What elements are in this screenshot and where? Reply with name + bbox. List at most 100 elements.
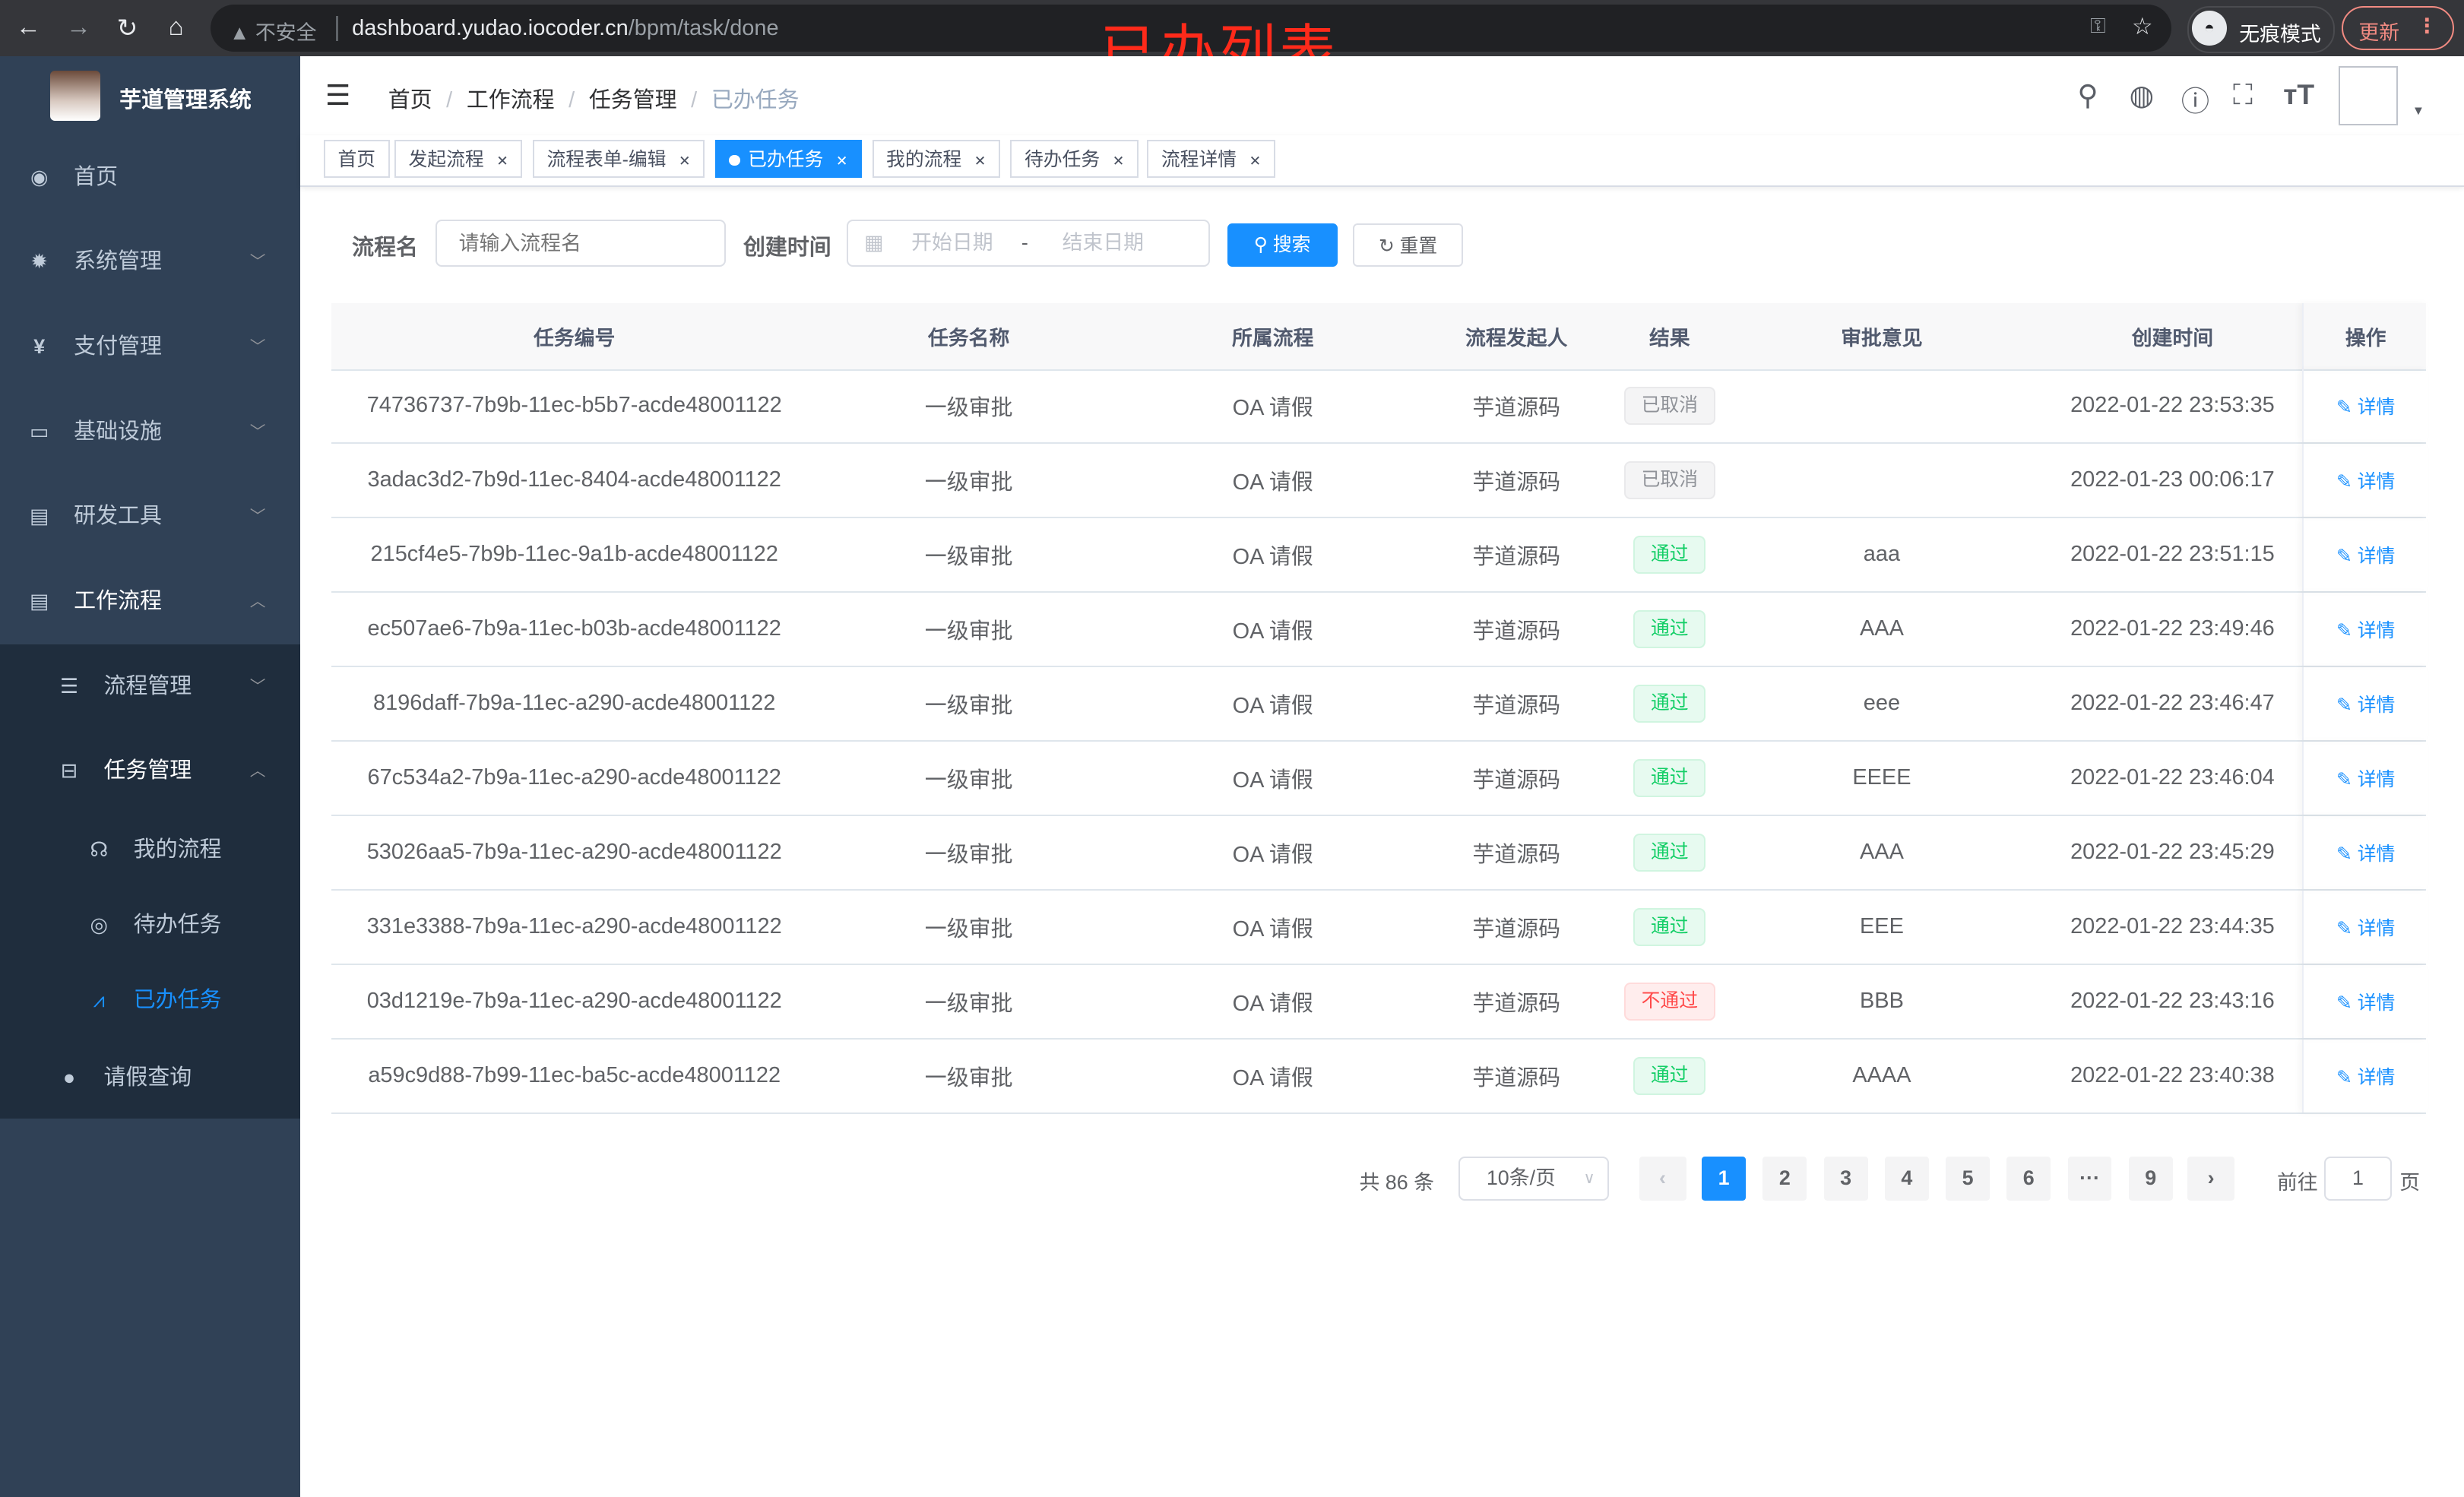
sidebar-item-infra[interactable]: ▭ 基础设施 ﹀ bbox=[0, 390, 300, 475]
breadcrumb-item[interactable]: 工作流程 bbox=[466, 87, 555, 112]
name-cell: 一级审批 bbox=[924, 470, 1013, 495]
sidebar-item-done[interactable]: ⩘ 已办任务 bbox=[0, 963, 300, 1038]
result-cell: 通过 bbox=[1619, 742, 1721, 815]
key-icon[interactable]: ⚿ bbox=[2090, 14, 2106, 37]
detail-button[interactable]: ✎ 详情 bbox=[2336, 764, 2395, 792]
back-icon[interactable]: ← bbox=[15, 12, 41, 41]
tag-form-edit[interactable]: 流程表单-编辑 ✕ bbox=[532, 140, 705, 178]
search-button[interactable]: ⚲ 搜索 bbox=[1227, 223, 1338, 267]
result-cell: 通过 bbox=[1619, 891, 1721, 964]
font-size-icon[interactable]: ᴛT bbox=[2283, 78, 2315, 111]
dashboard-icon: ◉ bbox=[30, 165, 49, 188]
sidebar-item-my-process[interactable]: ☊ 我的流程 bbox=[0, 812, 300, 888]
sidebar-item-devtools[interactable]: ▤ 研发工具 ﹀ bbox=[0, 474, 300, 559]
sidebar-item-task-mgmt[interactable]: ⊟ 任务管理 ︿ bbox=[0, 729, 300, 814]
tag-my-process[interactable]: 我的流程 ✕ bbox=[872, 140, 1000, 178]
update-button[interactable]: 更新 ⋮ bbox=[2341, 6, 2455, 51]
close-icon[interactable]: ✕ bbox=[1249, 153, 1262, 169]
more-icon[interactable]: ⋮ bbox=[2416, 14, 2437, 37]
breadcrumb-item[interactable]: 任务管理 bbox=[588, 87, 677, 112]
result-cell: 通过 bbox=[1619, 667, 1721, 740]
action-cell: ✎ 详情 bbox=[2302, 964, 2428, 1039]
avatar[interactable] bbox=[2338, 65, 2399, 126]
fullscreen-icon[interactable]: ⛶ bbox=[2233, 78, 2253, 111]
sidebar-item-todo[interactable]: ◎ 待办任务 bbox=[0, 888, 300, 963]
close-icon[interactable]: ✕ bbox=[496, 153, 508, 169]
eye-icon: ◎ bbox=[90, 913, 108, 937]
page-button[interactable]: 5 bbox=[1946, 1156, 1990, 1201]
detail-button[interactable]: ✎ 详情 bbox=[2336, 913, 2395, 941]
time-cell: 2022-01-22 23:49:46 bbox=[2070, 616, 2275, 641]
action-cell: ✎ 详情 bbox=[2302, 369, 2428, 442]
page-button[interactable]: 2 bbox=[1762, 1156, 1807, 1201]
close-icon[interactable]: ✕ bbox=[679, 153, 691, 169]
github-icon[interactable]: ◍ bbox=[2129, 79, 2155, 112]
goto-page-input[interactable]: 1 bbox=[2323, 1156, 2392, 1201]
hamburger-icon[interactable]: ☰ bbox=[325, 79, 351, 112]
comment-cell: AAAA bbox=[1852, 1063, 1911, 1088]
page-button[interactable]: 6 bbox=[2006, 1156, 2051, 1201]
incognito-badge[interactable]: ◓ 无痕模式 bbox=[2187, 6, 2336, 54]
next-page-button[interactable]: › bbox=[2187, 1156, 2235, 1201]
star-icon[interactable]: ☆ bbox=[2131, 12, 2153, 40]
sidebar-item-process-mgmt[interactable]: ☰ 流程管理 ﹀ bbox=[0, 644, 300, 730]
tag-label: 流程表单-编辑 bbox=[546, 150, 667, 170]
detail-button[interactable]: ✎ 详情 bbox=[2336, 616, 2395, 643]
end-date-input[interactable]: 结束日期 bbox=[1062, 231, 1145, 255]
sidebar-item-workflow[interactable]: ▤ 工作流程 ︿ bbox=[0, 559, 300, 644]
close-icon[interactable]: ✕ bbox=[1112, 153, 1125, 169]
detail-label: 详情 bbox=[2357, 695, 2396, 716]
forward-icon[interactable]: → bbox=[65, 12, 91, 41]
detail-button[interactable]: ✎ 详情 bbox=[2336, 988, 2395, 1015]
tag-home[interactable]: 首页 bbox=[323, 140, 390, 178]
detail-button[interactable]: ✎ 详情 bbox=[2336, 541, 2395, 568]
page-button[interactable]: 3 bbox=[1823, 1156, 1868, 1201]
flow-cell: OA 请假 bbox=[1232, 693, 1313, 718]
detail-button[interactable]: ✎ 详情 bbox=[2336, 690, 2395, 717]
reset-button[interactable]: ↻ 重置 bbox=[1353, 223, 1463, 267]
page-button[interactable]: 9 bbox=[2128, 1156, 2173, 1201]
comment-cell: aaa bbox=[1863, 542, 1901, 567]
gear-icon: ✹ bbox=[30, 250, 48, 274]
prev-page-button[interactable]: ‹ bbox=[1639, 1156, 1686, 1201]
sidebar-item-home[interactable]: ◉ 首页 bbox=[0, 135, 300, 220]
sidebar-item-system[interactable]: ✹ 系统管理 ﹀ bbox=[0, 220, 300, 305]
tag-todo-task[interactable]: 待办任务 ✕ bbox=[1010, 140, 1139, 178]
sidebar-item-label: 已办任务 bbox=[133, 988, 222, 1013]
page-button[interactable]: ··· bbox=[2067, 1156, 2112, 1201]
url-path: /bpm/task/done bbox=[628, 15, 779, 40]
table-row: 8196daff-7b9a-11ec-a290-acde48001122 一级审批… bbox=[331, 666, 2427, 742]
home-icon[interactable]: ⌂ bbox=[168, 12, 184, 41]
tag-done-task[interactable]: 已办任务 ✕ bbox=[714, 140, 862, 178]
close-icon[interactable]: ✕ bbox=[974, 153, 987, 169]
help-icon[interactable]: ⓘ bbox=[2181, 85, 2210, 118]
refresh-icon: ↻ bbox=[1378, 236, 1400, 257]
page-button[interactable]: 1 bbox=[1702, 1156, 1747, 1201]
sidebar-item-leave[interactable]: ● 请假查询 bbox=[0, 1039, 300, 1117]
tag-process-detail[interactable]: 流程详情 ✕ bbox=[1147, 140, 1275, 178]
tree-icon: ⊟ bbox=[60, 759, 78, 783]
close-icon[interactable]: ✕ bbox=[835, 153, 848, 169]
search-icon[interactable]: ⚲ bbox=[2077, 79, 2098, 112]
page-button[interactable]: 4 bbox=[1884, 1156, 1929, 1201]
detail-button[interactable]: ✎ 详情 bbox=[2336, 467, 2395, 494]
sidebar-item-pay[interactable]: ¥ 支付管理 ﹀ bbox=[0, 305, 300, 390]
caret-down-icon[interactable]: ▼ bbox=[2412, 103, 2425, 119]
start-date-input[interactable]: 开始日期 bbox=[911, 231, 993, 255]
time-cell: 2022-01-22 23:44:35 bbox=[2070, 914, 2275, 939]
chevron-down-icon: ∨ bbox=[1583, 1169, 1595, 1187]
detail-button[interactable]: ✎ 详情 bbox=[2336, 839, 2395, 866]
tag-label: 发起流程 bbox=[408, 150, 484, 170]
process-name-input[interactable] bbox=[435, 220, 727, 267]
tag-start-process[interactable]: 发起流程 ✕ bbox=[394, 140, 523, 178]
page-size-select[interactable]: 10条/页 ∨ bbox=[1458, 1156, 1610, 1201]
action-cell: ✎ 详情 bbox=[2302, 592, 2428, 666]
detail-button[interactable]: ✎ 详情 bbox=[2336, 392, 2395, 419]
column-header: 创建时间 bbox=[2131, 326, 2214, 350]
date-range-picker[interactable]: ▦ 开始日期 - 结束日期 bbox=[847, 220, 1211, 267]
sidebar-item-label: 我的流程 bbox=[133, 837, 222, 862]
detail-button[interactable]: ✎ 详情 bbox=[2336, 1062, 2395, 1090]
reload-icon[interactable]: ↻ bbox=[116, 14, 138, 43]
breadcrumb-item[interactable]: 首页 bbox=[388, 87, 432, 112]
address-bar[interactable]: ▲ 不安全 dashboard.yudao.iocoder.cn/bpm/tas… bbox=[211, 5, 2172, 52]
